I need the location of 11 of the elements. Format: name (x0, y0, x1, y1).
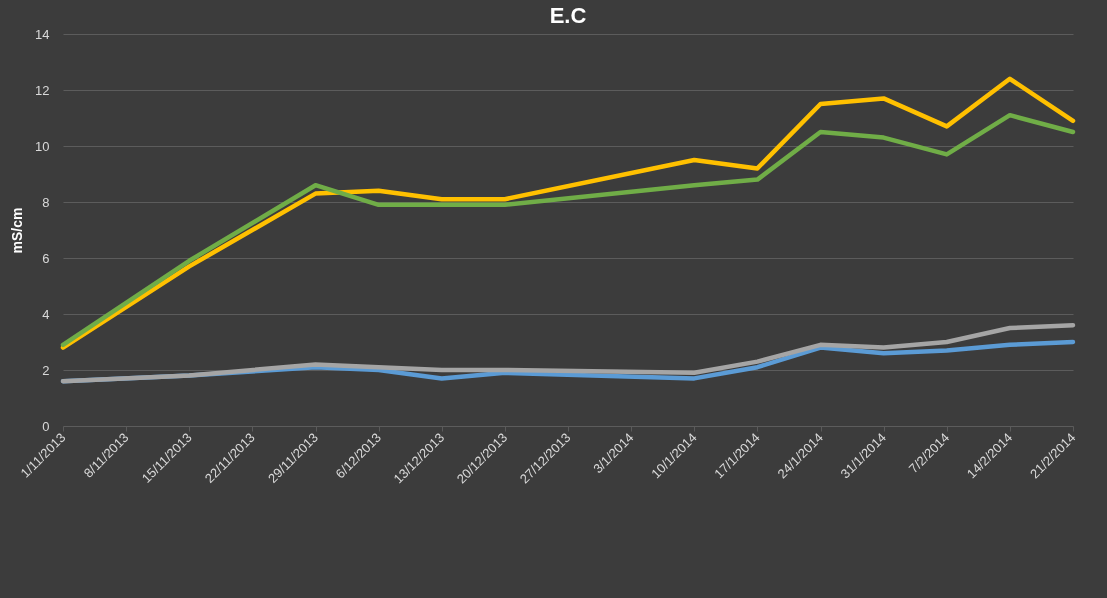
y-tick-label: 2 (42, 362, 50, 378)
y-tick-label: 6 (42, 250, 50, 266)
y-tick-label: 0 (42, 418, 50, 434)
y-tick-label: 8 (42, 194, 50, 210)
y-axis-title: mS/cm (9, 207, 26, 254)
y-tick-label: 10 (35, 138, 50, 154)
y-tick-label: 14 (35, 26, 50, 42)
line-series (60, 322, 1076, 384)
y-tick-label: 12 (35, 82, 50, 98)
chart-title: E.C (549, 3, 587, 28)
y-tick-label: 4 (42, 306, 50, 322)
